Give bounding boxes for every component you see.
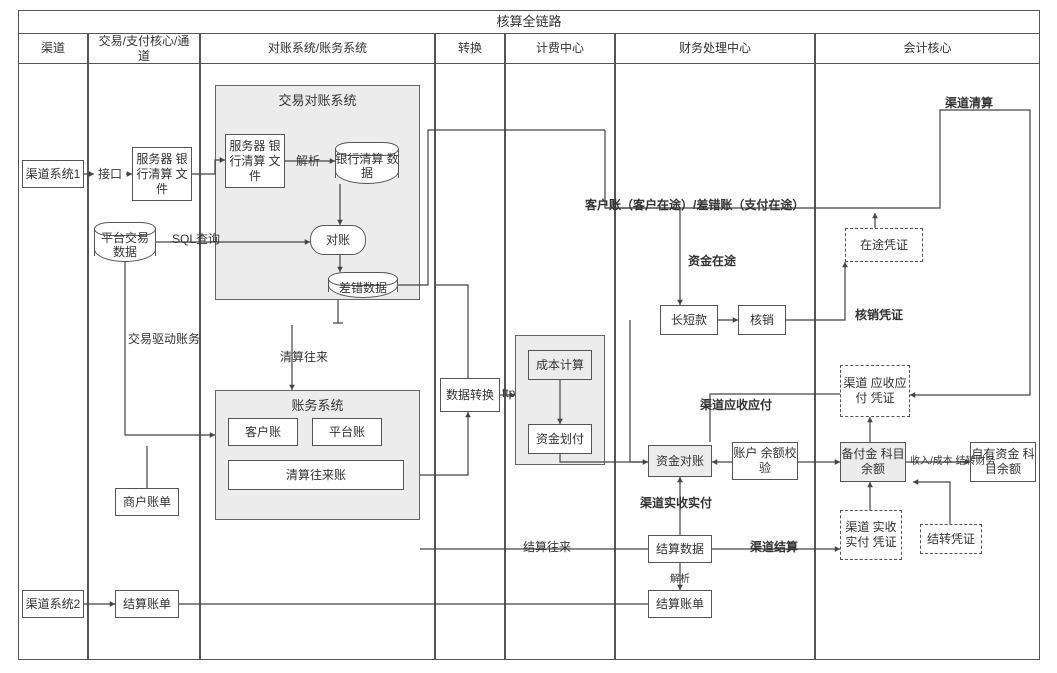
edge-14 <box>125 262 215 435</box>
edge-label-11: 渠道应收应付 <box>700 396 772 413</box>
edge-label-12: 渠道实收实付 <box>640 494 712 511</box>
node-jiezhuan: 结转凭证 <box>920 524 982 554</box>
node-reserve: 备付金 科目余额 <box>840 442 906 482</box>
node-cost_calc: 成本计算 <box>528 350 592 380</box>
node-ch_sys2: 渠道系统2 <box>22 590 84 618</box>
node-settle_bill: 结算账单 <box>115 590 179 618</box>
diagram-canvas: 核算全链路渠道交易/支付核心/通 道对账系统/账务系统转换计费中心财务处理中心会… <box>0 0 1057 673</box>
node-clear_acct: 清算往来账 <box>228 460 404 490</box>
edge-label-5: 结算往来 <box>523 538 571 555</box>
edge-label-0: 解析 <box>296 152 320 169</box>
edge-34 <box>913 482 950 524</box>
node-intransit: 在途凭证 <box>845 228 923 262</box>
node-srv_file2: 服务器 银行清算 文件 <box>225 134 285 188</box>
node-plat_data: 平台交易 数据 <box>94 222 156 262</box>
edge-17 <box>420 412 468 475</box>
edge-label-10: 核销凭证 <box>855 306 903 323</box>
node-fund_allo: 资金划付 <box>528 424 592 454</box>
node-ch_arap: 渠道 应收应付 凭证 <box>840 365 910 417</box>
edge-24 <box>630 320 648 462</box>
node-err_data: 差错数据 <box>328 272 398 298</box>
node-settle_bill2: 结算账单 <box>648 590 712 618</box>
node-iface: 接口 <box>94 160 126 188</box>
edge-8 <box>398 130 605 285</box>
edge-18 <box>436 285 468 378</box>
node-fund_recon: 资金对账 <box>648 445 712 477</box>
node-settle_data: 结算数据 <box>648 535 712 563</box>
node-duizhang: 对账 <box>310 225 366 255</box>
edge-11 <box>786 262 845 320</box>
node-label-err_data: 差错数据 <box>328 284 398 292</box>
node-hexiao: 核销 <box>738 305 786 335</box>
edge-label-14: 收入/成本 结转财务 <box>910 452 996 467</box>
edge-label-8: 客户账（客户在途）/差错账（支付在途） <box>585 196 804 213</box>
node-ch_actual: 渠道 实收实付 凭证 <box>840 510 902 560</box>
node-cust_acct: 客户账 <box>228 418 298 446</box>
edge-label-13: 渠道结算 <box>750 538 798 555</box>
edge-label-7: 渠道清算 <box>945 94 993 111</box>
node-ch_sys1: 渠道系统1 <box>22 160 84 188</box>
edge-12 <box>605 110 1030 395</box>
edge-label-1: SQL查询 <box>172 230 220 247</box>
node-srv_file: 服务器 银行清算 文件 <box>132 147 192 201</box>
node-data_trans: 数据转换 <box>440 378 500 412</box>
node-bal_check: 账户 余额校验 <box>732 442 798 480</box>
edge-label-4: ftp <box>502 386 515 400</box>
node-long_short: 长短款 <box>660 305 718 335</box>
edge-9 <box>605 130 680 305</box>
edge-7 <box>333 300 343 323</box>
node-plat_acct: 平台账 <box>312 418 382 446</box>
edge-label-2: 交易驱动账务 <box>128 330 200 347</box>
node-label-bank_data: 银行清算 数据 <box>335 154 399 178</box>
node-label-plat_data: 平台交易 数据 <box>94 234 156 256</box>
edge-label-6: 解析 <box>670 570 690 585</box>
node-bank_data: 银行清算 数据 <box>335 142 399 184</box>
node-merch_bill: 商户账单 <box>115 488 179 516</box>
edge-label-9: 资金在途 <box>688 252 736 269</box>
edge-label-3: 清算往来 <box>280 348 328 365</box>
